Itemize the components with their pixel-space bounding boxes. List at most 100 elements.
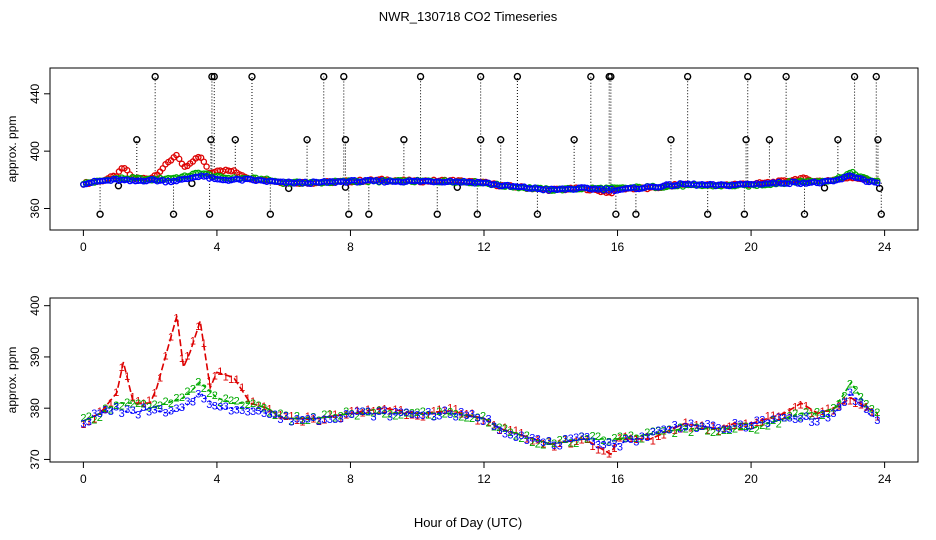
series-1-label-point: 1	[573, 436, 579, 448]
series-2-label-point: 2	[765, 420, 771, 432]
series-2-label-point: 2	[699, 421, 705, 433]
series-3-label-point: 3	[354, 406, 360, 418]
bottom-lines	[83, 315, 879, 456]
series-2-label-point: 2	[781, 412, 787, 424]
series-2-label-point: 2	[360, 406, 366, 418]
series-2-label-point: 2	[737, 421, 743, 433]
series-1-label-point: 1	[792, 401, 798, 413]
series-3-label-point: 3	[228, 406, 234, 418]
series-1-label-point: 1	[332, 409, 338, 421]
series-1-label-point: 1	[644, 431, 650, 443]
series-1-point	[203, 163, 210, 170]
series-2-label-point: 2	[491, 421, 497, 433]
y-tick-label: 400	[28, 141, 42, 161]
series-3-label-point: 3	[305, 413, 311, 425]
series-3-label-point: 3	[173, 403, 179, 415]
flag-point	[872, 72, 880, 81]
series-1-label-point: 1	[529, 435, 535, 447]
series-2-label-point: 2	[381, 409, 387, 421]
flag-point	[416, 72, 425, 81]
series-3-label-point: 3	[819, 409, 825, 421]
series-2-label-point: 2	[759, 420, 765, 432]
series-3-label-point: 3	[266, 409, 272, 421]
series-3-label-point: 3	[119, 408, 125, 420]
series-2-label-point: 2	[228, 395, 234, 407]
x-axis-label: Hour of Day (UTC)	[413, 515, 523, 530]
series-1-label-point: 1	[622, 431, 628, 443]
series-2-label-point: 2	[792, 408, 798, 420]
series-1-label-point: 1	[551, 442, 557, 454]
series-3-label-point: 3	[825, 413, 831, 425]
series-3-label-point: 3	[710, 420, 716, 432]
series-3-label-point: 3	[86, 416, 92, 428]
series-1-label-point: 1	[91, 414, 97, 426]
flag-point	[874, 135, 882, 144]
series-1-label-point: 1	[672, 425, 678, 437]
series-2-label-point: 2	[124, 397, 130, 409]
series-3-label-point: 3	[776, 412, 782, 424]
series-1-label-point: 1	[102, 404, 108, 416]
series-2-label-point: 2	[425, 409, 431, 421]
series-3-label-point: 3	[272, 409, 278, 421]
series-2-label-point: 2	[551, 438, 557, 450]
series-3-label-point: 3	[431, 412, 437, 424]
flag-point	[765, 135, 774, 144]
series-2-label-point: 2	[836, 399, 842, 411]
series-2-label-point: 2	[141, 399, 147, 411]
series-2-label-point: 2	[480, 410, 486, 422]
series-1-label-point: 1	[732, 420, 738, 432]
series-3-point	[707, 180, 714, 188]
series-1-label-point: 1	[475, 416, 481, 428]
series-3-label-point: 3	[464, 410, 470, 422]
series-2-label-point: 2	[650, 426, 656, 438]
series-3-label-point: 3	[239, 405, 245, 417]
series-1-label-point: 1	[710, 421, 716, 433]
series-3-label-point: 3	[781, 412, 787, 424]
series-3-label-point: 3	[666, 425, 672, 437]
series-3-point	[570, 186, 577, 193]
series-1-label-point: 1	[562, 434, 568, 446]
series-1-label-point: 1	[442, 405, 448, 417]
series-3-label-point: 3	[392, 407, 398, 419]
series-2-label-point: 2	[91, 414, 97, 426]
series-1-label-point: 1	[814, 410, 820, 422]
flag-point	[607, 72, 615, 81]
series-2-label-point: 2	[86, 411, 92, 423]
top-axes: 0 4 8 12 16 20 24 360 400 440	[28, 83, 892, 254]
flag-point	[744, 72, 752, 81]
y-tick-label: 400	[28, 295, 42, 315]
flag-point	[834, 135, 842, 144]
series-1-label-point: 1	[765, 411, 771, 423]
series-2-label-point: 2	[661, 426, 667, 438]
series-1-label-point: 1	[245, 393, 251, 405]
series-1-label-point: 1	[294, 415, 300, 427]
series-2-label-point: 2	[557, 435, 563, 447]
series-3-line	[83, 391, 879, 445]
series-1-label-point: 1	[453, 404, 459, 416]
series-1-label-point: 1	[781, 410, 787, 422]
flag-point	[612, 210, 620, 218]
flag-point	[320, 72, 328, 81]
series-1-label-point: 1	[852, 398, 858, 410]
series-1-label-point: 1	[661, 430, 667, 442]
series-2-label-point: 2	[168, 398, 174, 410]
series-1-label-point: 1	[759, 416, 765, 428]
series-1-label-point: 1	[414, 410, 420, 422]
series-2-label-point: 2	[869, 403, 875, 415]
series-3-label-point: 3	[277, 414, 283, 426]
flag-point	[877, 210, 885, 218]
series-3-label-point: 3	[425, 406, 431, 418]
x-tick-label: 0	[80, 472, 87, 486]
series-3-label-point: 3	[847, 387, 853, 399]
series-2-label-point: 2	[611, 433, 617, 445]
series-1-label-point: 1	[250, 396, 256, 408]
series-2-label-point: 2	[349, 408, 355, 420]
series-1-label-point: 1	[135, 395, 141, 407]
series-3-label-point: 3	[130, 405, 136, 417]
series-2-label-point: 2	[327, 409, 333, 421]
series-3-point	[655, 184, 662, 191]
series-1-label-point: 1	[283, 411, 289, 423]
series-2-label-point: 2	[113, 400, 119, 412]
series-3-label-point: 3	[442, 405, 448, 417]
